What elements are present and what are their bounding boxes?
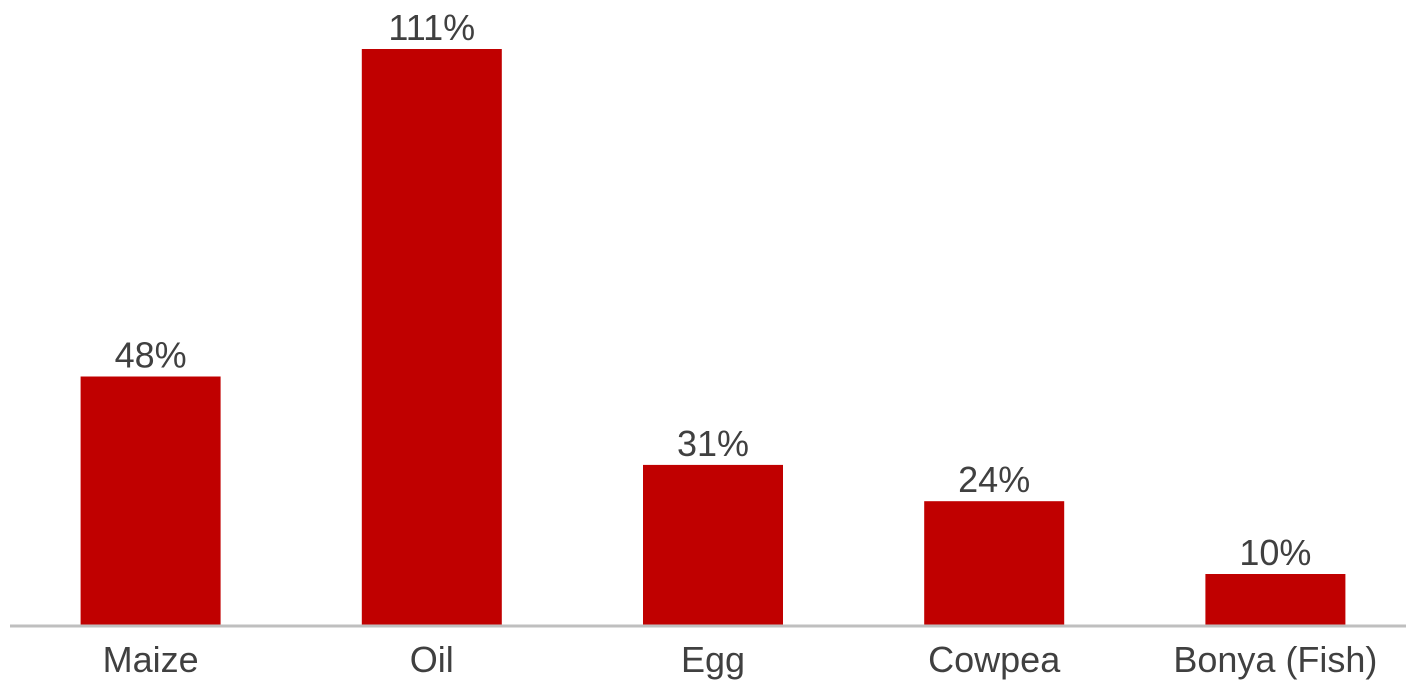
value-label: 48% — [115, 335, 187, 376]
value-labels-group: 48% 111% 31% 24% 10% — [115, 7, 1312, 573]
bar-cowpea — [924, 501, 1065, 626]
category-labels-group: Maize Oil Egg Cowpea Bonya (Fish) — [103, 639, 1378, 680]
value-label: 31% — [677, 423, 749, 464]
bar-bonya-fish — [1205, 574, 1346, 626]
category-label: Oil — [410, 639, 454, 680]
bar-maize — [80, 376, 221, 626]
bars-group — [80, 49, 1346, 626]
bar-oil — [361, 49, 502, 626]
category-label: Egg — [681, 639, 745, 680]
value-label: 24% — [958, 459, 1030, 500]
bar-egg — [643, 464, 783, 626]
category-label: Maize — [103, 639, 199, 680]
value-label: 111% — [388, 7, 475, 48]
category-label: Cowpea — [928, 639, 1061, 680]
category-label: Bonya (Fish) — [1173, 639, 1377, 680]
value-label: 10% — [1239, 532, 1311, 573]
